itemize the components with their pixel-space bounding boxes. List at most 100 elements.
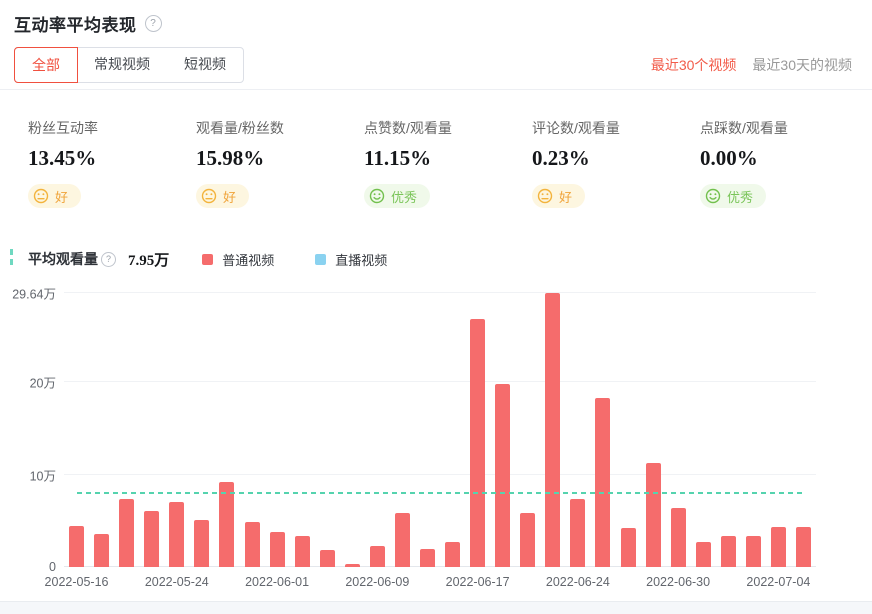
smiley-face-icon bbox=[705, 188, 721, 204]
gridline bbox=[64, 292, 816, 293]
metric-dislikes-per-views: 点踩数/观看量 0.00% 优秀 bbox=[700, 110, 868, 209]
bar-video-17[interactable] bbox=[470, 319, 486, 567]
bar-video-14[interactable] bbox=[394, 513, 410, 567]
gridline bbox=[64, 473, 816, 475]
bar-video-1[interactable] bbox=[69, 526, 85, 567]
rating-label: 优秀 bbox=[727, 189, 754, 205]
bar-video-2[interactable] bbox=[94, 533, 110, 567]
y-axis-tick-label: 0 bbox=[49, 560, 56, 574]
rating-badge: 优秀 bbox=[364, 184, 431, 208]
range-filter-last-30-videos[interactable]: 最近30个视频 bbox=[650, 57, 737, 73]
x-axis-tick-label: 2022-07-04 bbox=[746, 575, 811, 589]
bar-video-24[interactable] bbox=[645, 463, 661, 567]
card-header: 互动率平均表现 ? bbox=[14, 11, 162, 36]
rating-badge: 优秀 bbox=[700, 184, 767, 208]
rating-label: 好 bbox=[223, 189, 237, 205]
bar-video-10[interactable] bbox=[294, 535, 310, 567]
rating-badge: 好 bbox=[532, 184, 586, 208]
metric-label: 评论数/观看量 bbox=[532, 120, 620, 136]
legend-label: 普通视频 bbox=[222, 252, 275, 268]
metric-views-per-fans: 观看量/粉丝数 15.98% 好 bbox=[196, 110, 364, 209]
smiley-face-icon bbox=[369, 188, 385, 204]
bar-video-18[interactable] bbox=[495, 383, 511, 567]
metric-value: 11.15% bbox=[364, 146, 432, 170]
bar-video-16[interactable] bbox=[445, 541, 461, 567]
metric-likes-per-views: 点赞数/观看量 11.15% 优秀 bbox=[364, 110, 532, 209]
bar-video-3[interactable] bbox=[119, 498, 135, 567]
bar-video-15[interactable] bbox=[419, 548, 435, 567]
bar-video-27[interactable] bbox=[720, 535, 736, 567]
bar-video-28[interactable] bbox=[745, 535, 761, 567]
metric-label: 点踩数/观看量 bbox=[700, 120, 788, 136]
range-filters: 最近30个视频 最近30天的视频 bbox=[651, 55, 852, 75]
bar-video-26[interactable] bbox=[695, 542, 711, 567]
metric-label: 点赞数/观看量 bbox=[364, 120, 452, 136]
tab-regular-video[interactable]: 常规视频 bbox=[94, 56, 150, 72]
bar-video-12[interactable] bbox=[344, 564, 360, 567]
bar-video-19[interactable] bbox=[520, 513, 536, 567]
bar-video-4[interactable] bbox=[144, 510, 160, 567]
gridline bbox=[64, 381, 816, 383]
bar-video-29[interactable] bbox=[770, 526, 786, 567]
y-axis-tick-label: 20万 bbox=[29, 376, 56, 391]
rating-label: 优秀 bbox=[391, 189, 418, 205]
x-axis-tick-label: 2022-05-24 bbox=[144, 575, 209, 589]
legend-item-live-video[interactable]: 直播视频 bbox=[315, 250, 387, 269]
title-help-icon[interactable]: ? bbox=[144, 15, 162, 32]
gridline bbox=[64, 566, 816, 567]
x-axis-tick-label: 2022-06-09 bbox=[345, 575, 410, 589]
bar-video-30[interactable] bbox=[795, 527, 811, 567]
legend-swatch bbox=[202, 253, 214, 265]
metric-value: 0.23% bbox=[532, 146, 590, 170]
legend-swatch bbox=[315, 253, 327, 265]
bar-chart: 29.64万 20万 10万 0 2022-05-16 2022-05-24 2022-06… bbox=[0, 285, 872, 603]
neutral-face-icon bbox=[201, 188, 217, 204]
rating-badge: 好 bbox=[196, 184, 250, 208]
bar-video-13[interactable] bbox=[369, 545, 385, 567]
metric-comments-per-views: 评论数/观看量 0.23% 好 bbox=[532, 110, 700, 209]
bar-video-11[interactable] bbox=[319, 550, 335, 567]
bar-video-8[interactable] bbox=[244, 521, 260, 567]
x-axis-tick-label: 2022-06-24 bbox=[545, 575, 610, 589]
rating-label: 好 bbox=[559, 189, 573, 205]
tab-all[interactable]: 全部 bbox=[14, 47, 78, 83]
page-background-strip bbox=[0, 601, 872, 608]
legend-item-normal-video[interactable]: 普通视频 bbox=[202, 250, 274, 269]
page-title: 互动率平均表现 bbox=[14, 16, 137, 35]
bar-video-5[interactable] bbox=[169, 502, 185, 567]
average-views-value: 7.95万 bbox=[128, 252, 170, 269]
metric-value: 15.98% bbox=[196, 146, 265, 170]
bar-video-21[interactable] bbox=[570, 498, 586, 567]
rating-badge: 好 bbox=[28, 184, 82, 208]
range-filter-last-30-days[interactable]: 最近30天的视频 bbox=[752, 57, 852, 73]
rating-label: 好 bbox=[55, 189, 69, 205]
tab-short-video[interactable]: 短视频 bbox=[184, 56, 226, 72]
metric-fan-interaction-rate: 粉丝互动率 13.45% 好 bbox=[28, 110, 196, 209]
x-axis-tick-label: 2022-06-01 bbox=[245, 575, 310, 589]
x-axis-tick-label: 2022-05-16 bbox=[44, 575, 109, 589]
y-axis-tick-label: 29.64万 bbox=[12, 287, 56, 302]
dashed-marker-icon bbox=[10, 249, 13, 269]
x-axis-tick-label: 2022-06-17 bbox=[445, 575, 510, 589]
neutral-face-icon bbox=[33, 188, 49, 204]
bar-video-6[interactable] bbox=[194, 519, 210, 567]
metric-label: 观看量/粉丝数 bbox=[196, 120, 284, 136]
bar-video-20[interactable] bbox=[545, 293, 561, 567]
metric-value: 13.45% bbox=[28, 146, 97, 170]
plot-area bbox=[64, 292, 816, 567]
chart-header: 平均观看量 ? 7.95万 普通视频 直播视频 bbox=[10, 247, 387, 271]
legend-label: 直播视频 bbox=[335, 252, 388, 268]
bar-video-22[interactable] bbox=[595, 397, 611, 567]
bar-video-25[interactable] bbox=[670, 507, 686, 567]
chart-title: 平均观看量 bbox=[28, 251, 98, 267]
chart-legend: 普通视频 直播视频 bbox=[202, 250, 387, 269]
neutral-face-icon bbox=[537, 188, 553, 204]
header-divider bbox=[0, 89, 872, 90]
metrics-row: 粉丝互动率 13.45% 好 观看量/粉丝数 15.98% 好 点赞数/观看量 11.15% 优… bbox=[28, 110, 868, 209]
average-line bbox=[77, 491, 804, 494]
chart-help-icon[interactable]: ? bbox=[101, 251, 116, 267]
bar-video-7[interactable] bbox=[219, 481, 235, 567]
metric-label: 粉丝互动率 bbox=[28, 120, 98, 136]
bar-video-23[interactable] bbox=[620, 528, 636, 567]
bar-video-9[interactable] bbox=[269, 531, 285, 567]
